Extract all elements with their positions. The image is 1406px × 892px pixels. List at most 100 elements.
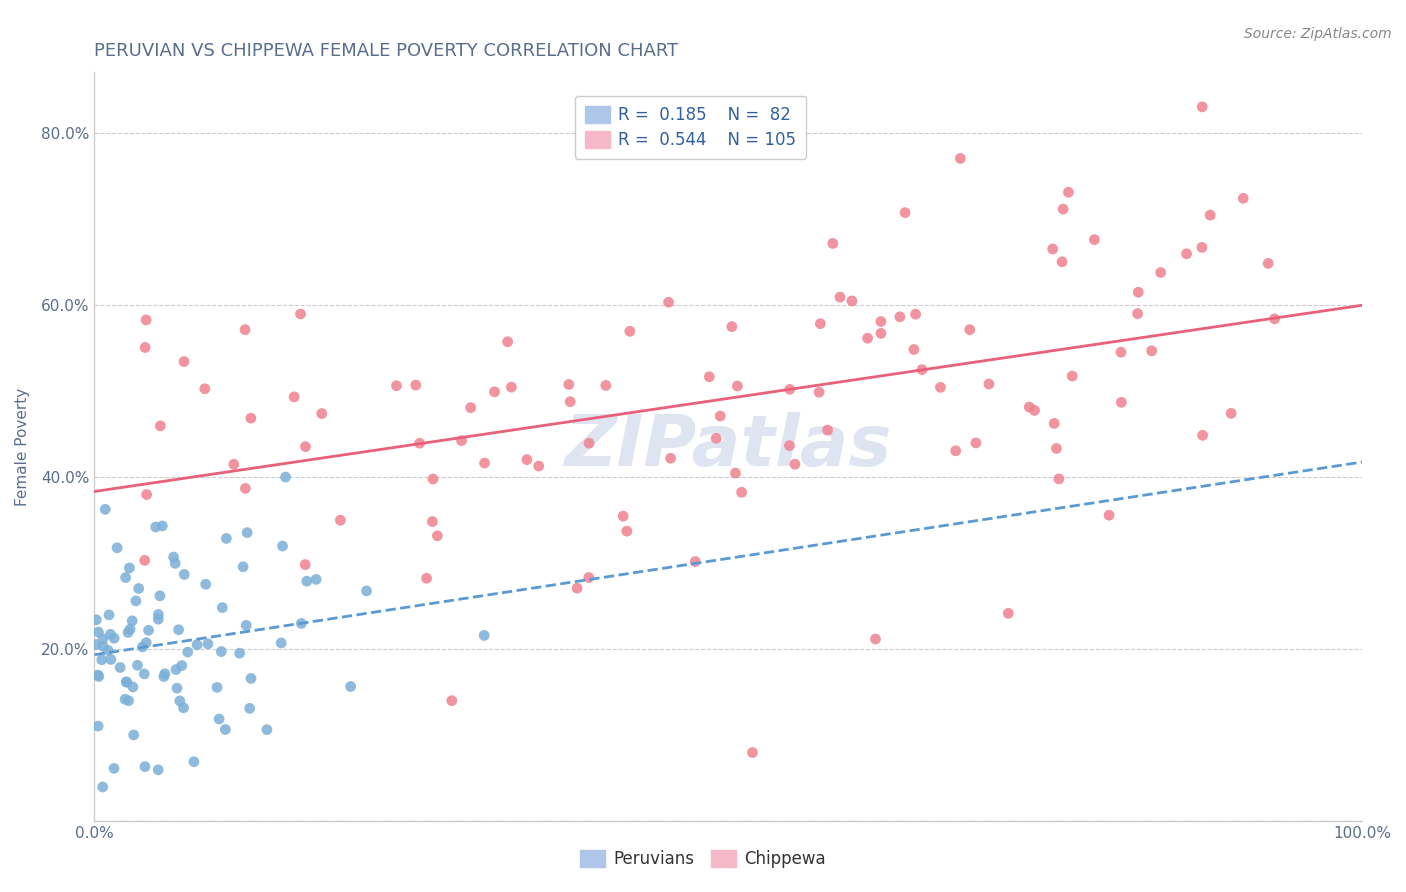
Point — [214, 723, 236, 737]
Point — [1128, 285, 1150, 300]
Point — [1220, 406, 1243, 420]
Point — [90, 653, 112, 667]
Point — [87, 668, 110, 682]
Point — [128, 582, 150, 596]
Point — [232, 559, 254, 574]
Point — [135, 635, 157, 649]
Point — [405, 378, 427, 392]
Point — [1024, 403, 1046, 417]
Point — [121, 614, 143, 628]
Point — [114, 692, 136, 706]
Point — [929, 380, 952, 394]
Point — [1191, 240, 1213, 254]
Point — [808, 317, 831, 331]
Point — [209, 644, 232, 658]
Point — [945, 443, 967, 458]
Point — [741, 746, 763, 760]
Point — [865, 632, 887, 646]
Point — [127, 658, 149, 673]
Point — [98, 607, 121, 622]
Point — [450, 434, 472, 448]
Point — [1047, 472, 1070, 486]
Point — [186, 638, 208, 652]
Point — [118, 561, 141, 575]
Point — [173, 567, 195, 582]
Point — [778, 439, 800, 453]
Point — [558, 377, 581, 392]
Point — [578, 570, 600, 584]
Point — [138, 624, 160, 638]
Point — [1191, 428, 1213, 442]
Point — [894, 205, 917, 219]
Point — [1199, 208, 1222, 222]
Point — [460, 401, 482, 415]
Point — [215, 532, 238, 546]
Point — [311, 407, 333, 421]
Point — [294, 440, 316, 454]
Point — [658, 295, 681, 310]
Point — [134, 759, 156, 773]
Point — [86, 613, 108, 627]
Point — [659, 451, 682, 466]
Point — [1140, 343, 1163, 358]
Point — [271, 539, 294, 553]
Point — [889, 310, 911, 324]
Point — [1057, 186, 1080, 200]
Point — [134, 341, 156, 355]
Point — [134, 553, 156, 567]
Point — [194, 382, 217, 396]
Point — [94, 502, 117, 516]
Point — [115, 675, 138, 690]
Point — [856, 331, 879, 345]
Point — [131, 640, 153, 654]
Point — [911, 362, 934, 376]
Point — [704, 431, 727, 445]
Point — [239, 411, 262, 425]
Point — [114, 570, 136, 584]
Point — [949, 152, 972, 166]
Point — [183, 755, 205, 769]
Legend: Peruvians, Chippewa: Peruvians, Chippewa — [574, 843, 832, 875]
Point — [170, 658, 193, 673]
Point — [149, 589, 172, 603]
Point — [612, 509, 634, 524]
Point — [173, 354, 195, 368]
Point — [236, 525, 259, 540]
Point — [730, 485, 752, 500]
Point — [821, 236, 844, 251]
Point — [415, 571, 437, 585]
Point — [1109, 345, 1132, 359]
Text: PERUVIAN VS CHIPPEWA FEMALE POVERTY CORRELATION CHART: PERUVIAN VS CHIPPEWA FEMALE POVERTY CORR… — [94, 42, 679, 60]
Point — [122, 728, 145, 742]
Point — [1191, 100, 1213, 114]
Point — [122, 680, 145, 694]
Point — [828, 290, 851, 304]
Point — [595, 378, 617, 392]
Point — [108, 660, 131, 674]
Point — [87, 719, 110, 733]
Point — [817, 423, 839, 437]
Point — [305, 573, 328, 587]
Point — [619, 324, 641, 338]
Point — [1083, 233, 1105, 247]
Point — [162, 549, 184, 564]
Point — [146, 763, 169, 777]
Point — [169, 694, 191, 708]
Point — [135, 487, 157, 501]
Point — [148, 607, 170, 622]
Point — [194, 577, 217, 591]
Text: ZIPatlas: ZIPatlas — [565, 412, 891, 482]
Point — [117, 625, 139, 640]
Point — [1264, 311, 1286, 326]
Point — [472, 628, 495, 642]
Point — [1232, 191, 1254, 205]
Point — [997, 607, 1019, 621]
Point — [904, 307, 927, 321]
Point — [135, 313, 157, 327]
Point — [560, 394, 582, 409]
Point — [256, 723, 278, 737]
Legend: R =  0.185    N =  82, R =  0.544    N = 105: R = 0.185 N = 82, R = 0.544 N = 105 — [575, 95, 806, 159]
Point — [616, 524, 638, 538]
Point — [1062, 369, 1084, 384]
Point — [496, 334, 519, 349]
